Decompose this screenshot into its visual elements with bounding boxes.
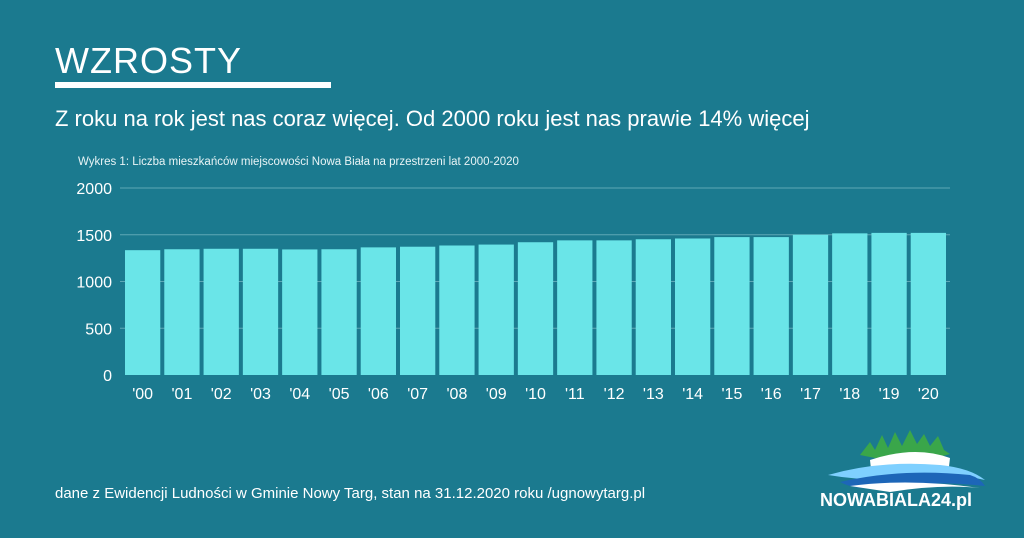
page-subtitle: Z roku na rok jest nas coraz więcej. Od … [55,106,810,131]
x-tick-label: '08 [446,386,467,403]
bar [282,249,318,375]
bar [125,250,161,375]
bar [675,238,711,375]
x-tick-label: '07 [407,386,428,403]
bar [910,232,946,375]
x-tick-label: '18 [839,386,860,403]
heading-underline [55,82,331,88]
y-tick-label: 1000 [76,275,112,292]
y-tick-label: 2000 [76,181,112,198]
bar [753,237,789,375]
bar [714,237,750,375]
bar [242,248,279,375]
bar [203,248,239,375]
x-tick-label: '01 [171,386,192,403]
bar [439,245,475,375]
bar [400,246,436,375]
chart-title: Wykres 1: Liczba mieszkańców miejscowośc… [78,156,519,168]
nowabiala24-logo [828,430,985,492]
x-tick-label: '15 [721,386,742,403]
x-tick-label: '11 [565,386,585,403]
x-tick-label: '05 [329,386,350,403]
x-tick-label: '17 [800,386,821,403]
bar [321,249,357,375]
x-tick-label: '03 [250,386,271,403]
bar [557,240,593,375]
bar [871,232,907,375]
bar [517,242,554,375]
bar [596,240,632,375]
x-tick-label: '00 [132,386,153,403]
x-tick-label: '04 [289,386,310,403]
x-tick-label: '10 [525,386,546,403]
bar [832,233,868,375]
bar-chart: 0 500 1000 1500 2000 '00 '01 '02 '03 '04 '05 '06 '07… [76,181,950,403]
source-note: dane z Ewidencji Ludności w Gminie Nowy … [55,485,646,502]
y-tick-label: 0 [103,368,112,385]
x-tick-label: '20 [918,386,939,403]
x-tick-label: '13 [643,386,664,403]
bar [478,244,514,375]
x-tick-label: '09 [486,386,507,403]
bar [635,239,671,375]
bar [360,247,396,375]
page-heading: WZROSTY [55,40,242,81]
x-tick-label: '02 [211,386,232,403]
y-tick-label: 1500 [76,228,112,245]
x-tick-label: '06 [368,386,389,403]
logo-text: NOWABIALA24.pl [820,490,973,510]
y-tick-label: 500 [85,321,112,338]
x-tick-label: '12 [604,386,625,403]
bar [164,249,200,375]
bar [792,234,829,375]
x-tick-label: '14 [682,386,703,403]
x-tick-label: '19 [879,386,900,403]
x-tick-label: '16 [761,386,782,403]
